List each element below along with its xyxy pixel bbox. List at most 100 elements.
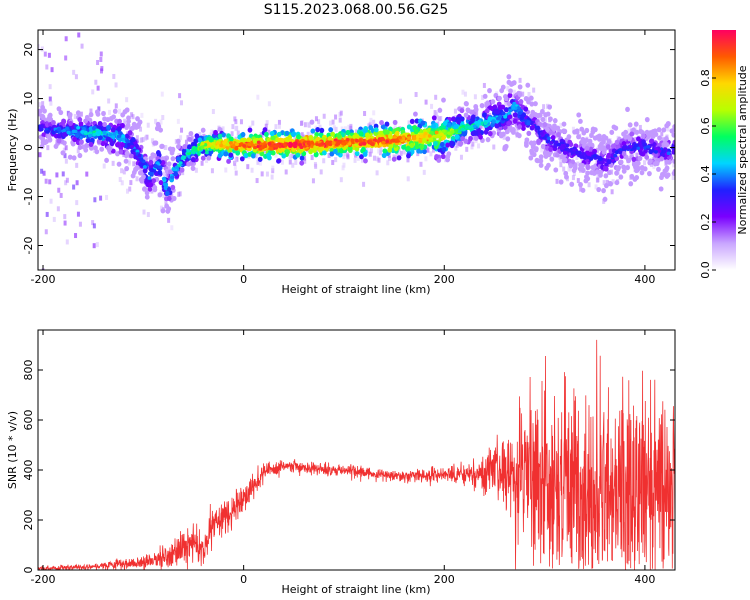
heatmap-cell (194, 167, 198, 173)
heatmap-cell (362, 141, 367, 146)
heatmap-cell (65, 177, 69, 183)
heatmap-cell (603, 183, 609, 189)
heatmap-cell (83, 147, 89, 153)
heatmap-cell (561, 158, 567, 164)
heatmap-cell (562, 166, 566, 172)
heatmap-cell (347, 142, 352, 146)
heatmap-cell (554, 152, 560, 158)
heatmap-cell (510, 129, 516, 135)
heatmap-cell (504, 129, 510, 135)
heatmap-cell (406, 176, 410, 182)
heatmap-cell (79, 111, 83, 117)
heatmap-cell (159, 205, 163, 211)
heatmap-cell (295, 152, 301, 158)
heatmap-cell (110, 127, 116, 133)
snr-x-tick-label: 200 (434, 573, 455, 586)
heatmap-cell (343, 151, 347, 157)
heatmap-cell (453, 124, 459, 130)
heatmap-cell (394, 138, 399, 142)
heatmap-cell (64, 145, 68, 151)
heatmap-cell (200, 141, 205, 146)
heatmap-cell (398, 98, 402, 104)
heatmap-cell (247, 142, 252, 147)
heatmap-cell (317, 147, 323, 153)
heatmap-cell (589, 170, 595, 176)
heatmap-cell (96, 60, 100, 66)
heatmap-cell (611, 179, 615, 185)
heatmap-cell (300, 132, 304, 138)
heatmap-cell (67, 154, 73, 160)
heatmap-cell (48, 84, 52, 90)
heatmap-cell (53, 143, 59, 149)
heatmap-cell (239, 137, 245, 144)
colorbar-tick-label: 0.6 (699, 117, 712, 135)
heatmap-cell (63, 153, 67, 159)
heatmap-cell (587, 182, 591, 188)
heatmap-cell (267, 101, 271, 107)
heatmap-cell (609, 141, 613, 147)
snr-y-tick-label: 0 (22, 567, 35, 574)
spectrogram-y-tick-label: -10 (22, 188, 35, 206)
heatmap-cell (92, 223, 96, 229)
heatmap-cell (38, 102, 42, 108)
heatmap-cell (598, 157, 603, 161)
heatmap-cell (496, 116, 501, 121)
heatmap-cell (354, 146, 360, 152)
heatmap-cell (99, 195, 103, 201)
heatmap-cell (289, 153, 293, 159)
heatmap-cell (512, 101, 517, 106)
heatmap-cell (638, 124, 642, 130)
heatmap-cell (595, 148, 599, 154)
heatmap-cell (81, 24, 84, 29)
heatmap-cell (92, 132, 97, 137)
heatmap-cell (118, 108, 122, 114)
heatmap-cell (482, 93, 488, 99)
heatmap-cell (341, 141, 346, 146)
heatmap-cell (128, 153, 134, 159)
heatmap-cell (499, 131, 504, 137)
heatmap-cell (104, 157, 109, 163)
heatmap-cell (129, 144, 134, 149)
heatmap-cell (75, 200, 79, 206)
heatmap-cell (391, 156, 397, 162)
heatmap-cell (162, 193, 166, 199)
heatmap-cell (83, 118, 88, 124)
heatmap-cell (231, 144, 236, 148)
heatmap-cell (310, 128, 316, 134)
chart-title: S115.2023.068.00.56.G25 (264, 2, 449, 18)
heatmap-cell (112, 132, 117, 137)
heatmap-cell (97, 134, 103, 141)
heatmap-cell (309, 140, 314, 145)
heatmap-cell (532, 87, 536, 93)
heatmap-cell (664, 123, 670, 129)
heatmap-cell (434, 130, 439, 135)
heatmap-cell (139, 137, 143, 143)
heatmap-cell (224, 132, 228, 138)
heatmap-cell (473, 135, 479, 141)
heatmap-cell (355, 129, 359, 135)
heatmap-cell (291, 131, 297, 137)
heatmap-cell (299, 155, 305, 161)
heatmap-cell (433, 141, 438, 147)
heatmap-cell (99, 51, 103, 57)
heatmap-cell (354, 138, 359, 143)
heatmap-cell (329, 151, 335, 157)
heatmap-cell (362, 127, 368, 134)
heatmap-cell (327, 136, 333, 142)
heatmap-cell (277, 137, 283, 143)
heatmap-cell (328, 120, 332, 126)
heatmap-cell (39, 127, 44, 132)
heatmap-cell (247, 127, 253, 133)
heatmap-cell (170, 147, 176, 153)
heatmap-cell (88, 112, 94, 118)
heatmap-cell (314, 116, 318, 122)
heatmap-cell (638, 150, 644, 156)
heatmap-cell (161, 115, 165, 121)
heatmap-cell (147, 186, 153, 192)
heatmap-cell (545, 127, 550, 133)
heatmap-cell (601, 149, 607, 155)
heatmap-cell (352, 134, 357, 140)
heatmap-cell (277, 119, 281, 125)
heatmap-cell (242, 144, 247, 148)
